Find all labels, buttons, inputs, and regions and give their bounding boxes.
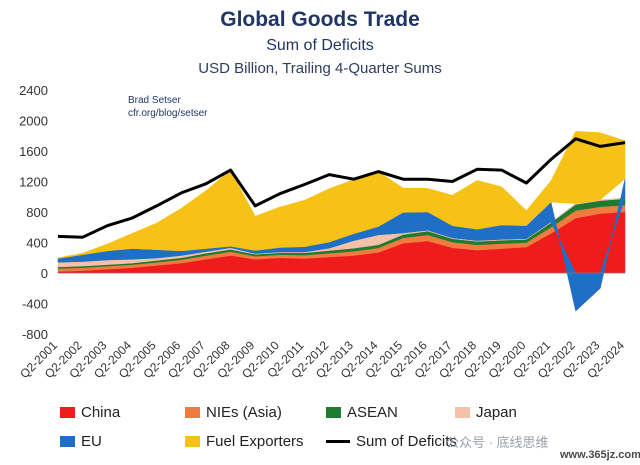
legend-item-fuel: Fuel Exporters [185,433,304,450]
y-tick-label: 1600 [19,144,48,159]
y-tick-label: 2400 [19,83,48,98]
series-line-sum-of-deficits [57,137,626,239]
watermark: 公众号 · 底线思维 [446,435,549,450]
y-tick-label: 400 [26,236,48,251]
legend-item-china: China [60,404,120,421]
legend-item-japan: Japan [455,404,517,421]
legend-item-sum: Sum of Deficits [326,433,457,450]
y-tick-label: 800 [26,205,48,220]
legend-label-fuel: Fuel Exporters [206,433,304,450]
legend-label-asean: ASEAN [347,404,398,421]
legend-item-eu: EU [60,433,102,450]
legend-item-nies: NIEs (Asia) [185,404,282,421]
chart-title: Global Goods Trade [220,8,420,31]
watermark-site: www.365jz.com [560,449,640,461]
legend-item-asean: ASEAN [326,404,398,421]
credit-url: cfr.org/blog/setser [128,108,208,119]
legend-label-nies: NIEs (Asia) [206,404,282,421]
y-tick-label: -400 [22,297,48,312]
legend-swatch-eu [60,436,75,447]
legend-label-china: China [81,404,121,421]
legend-swatch-asean [326,407,341,418]
legend-label-eu: EU [81,433,102,450]
legend-swatch-nies [185,407,200,418]
legend-swatch-japan [455,407,470,418]
legend-swatch-china [60,407,75,418]
legend-label-sum: Sum of Deficits [356,433,457,450]
series-area-fuel-exporters [57,130,626,259]
chart-credit: Brad Setser cfr.org/blog/setser [128,94,207,120]
y-tick-label: 1200 [19,175,48,190]
legend-label-japan: Japan [476,404,517,421]
y-axis-label: USD Billion, Trailing 4-Quarter Sums [198,60,442,77]
chart-subtitle: Sum of Deficits [266,37,374,54]
y-tick-label: 2000 [19,114,48,129]
legend-swatch-sum [326,440,350,443]
legend-swatch-fuel [185,436,200,447]
credit-author: Brad Setser [128,95,181,106]
y-tick-label: -800 [22,327,48,342]
y-tick-label: 0 [41,266,48,281]
